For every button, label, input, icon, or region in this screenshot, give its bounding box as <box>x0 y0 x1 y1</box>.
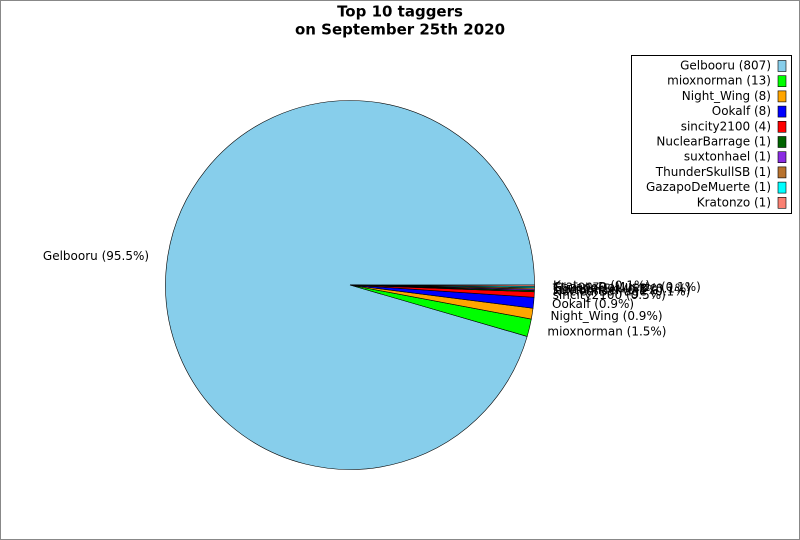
slice-label: Ookalf (0.9%) <box>552 297 634 311</box>
chart-subtitle: on September 25th 2020 <box>295 21 505 39</box>
legend-swatch <box>777 197 787 209</box>
legend-label: Ookalf (8) <box>712 104 771 118</box>
legend-swatch <box>777 166 787 179</box>
legend-label: GazapoDeMuerte (1) <box>646 180 771 194</box>
legend-swatch <box>777 105 787 118</box>
slice-label: Gelbooru (95.5%) <box>43 249 149 263</box>
pie-slice <box>349 284 535 287</box>
legend-swatch <box>777 121 787 133</box>
slice-label: NuclearBarrage (0.1%) <box>553 284 690 298</box>
slice-label: Kratonzo (0.1%) <box>553 278 650 292</box>
legend-label: NuclearBarrage (1) <box>656 135 771 149</box>
legend-swatch <box>777 90 787 103</box>
legend-swatch <box>777 181 787 194</box>
slice-label: Night_Wing (0.9%) <box>550 309 662 323</box>
legend-label: mioxnorman (13) <box>667 74 771 88</box>
slice-label: suxtonhael (0.1%) <box>553 283 663 297</box>
legend-label: sincity2100 (4) <box>681 119 771 133</box>
legend-swatch <box>777 151 787 163</box>
chart-title: Top 10 taggers <box>337 3 463 21</box>
legend-swatch <box>777 60 787 72</box>
legend-box <box>631 55 792 214</box>
legend-label: Kratonzo (1) <box>697 195 771 209</box>
legend-label: Night_Wing (8) <box>682 89 771 103</box>
slice-label: GazapoDeMuerte (0.1%) <box>553 280 701 294</box>
slice-label: sincity2100 (0.5%) <box>553 288 666 302</box>
legend-label: suxtonhael (1) <box>684 150 771 164</box>
slice-label: mioxnorman (1.5%) <box>547 325 666 339</box>
legend-swatch <box>777 136 787 148</box>
legend-swatch <box>777 75 787 87</box>
legend-label: Gelbooru (807) <box>680 59 771 73</box>
legend-label: ThunderSkullSB (1) <box>655 165 771 179</box>
slice-label: ThunderSkullSB (0.1%) <box>552 281 691 295</box>
